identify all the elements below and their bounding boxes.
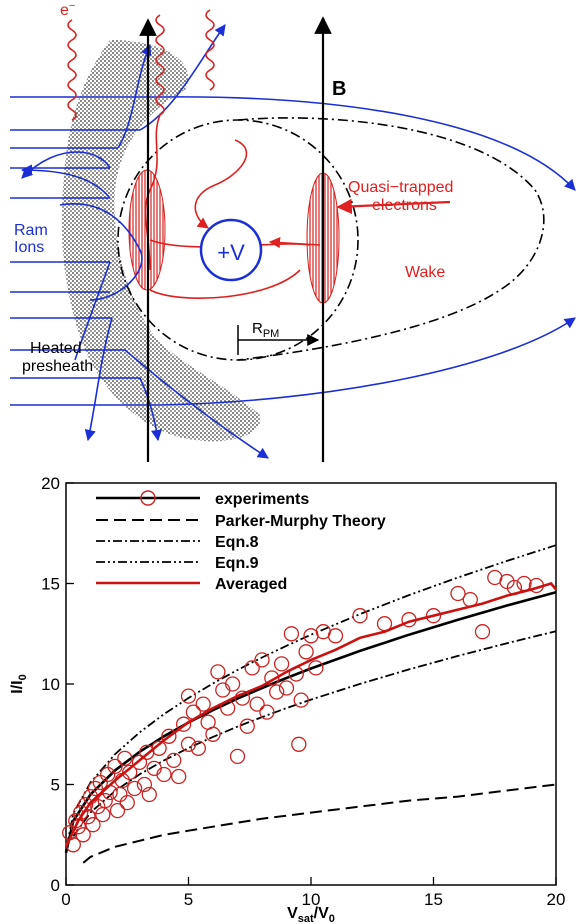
experiment-point [244,660,260,676]
experiment-point [264,670,280,686]
experiment-point [180,688,197,704]
experiment-point [190,740,206,756]
experiment-point [161,728,177,744]
heated-label-2: presheath [22,358,93,375]
y-axis-label: I/I0 [9,674,29,693]
experiment-point [119,794,135,811]
x-axis-label: Vsat/V0 [287,905,335,924]
heated-label-1: Heated [30,340,82,357]
experiment-point [205,726,221,742]
experiment-point [73,804,89,821]
series-experiments-markers [62,569,545,853]
ion-flow-lines [10,24,576,459]
experiment-point [327,628,344,644]
experiment-point [229,748,246,765]
rpm-label: RPM [252,320,279,340]
experiment-point [166,752,182,769]
experiment-point [107,758,123,775]
presheath-region [61,40,261,442]
experiment-point [298,644,314,660]
experiment-point [75,827,91,843]
y-tick-label: 0 [51,876,60,895]
axis-ticks: 0 5 10 15 20 0 5 10 15 20 [41,474,565,909]
experiment-point [425,608,442,624]
experiment-point [273,656,290,672]
field-label: B [332,78,346,100]
probe-label: +V [217,240,245,265]
experiment-point [109,802,126,819]
experiment-point [171,768,187,785]
experiment-point [210,664,226,680]
experiment-point [352,608,368,624]
series-averaged [64,582,558,848]
experiment-point [283,626,300,642]
plot-area [65,482,557,886]
experiment-point [278,680,295,696]
experiment-point [450,585,466,602]
experiment-point [136,776,153,793]
series-parker-murphy [82,783,557,864]
experiment-point [131,754,148,771]
experiment-point [151,740,167,756]
experiment-point [122,764,138,781]
series-eqn8 [72,630,557,837]
legend-averaged: Averaged [215,576,287,593]
experiment-point [291,736,307,752]
experiment-point [180,736,197,752]
quasi-trapped-label-2: electrons [372,197,437,214]
experiment-point [175,716,192,732]
experiment-point [293,692,309,708]
experiment-point [156,766,172,783]
x-tick-label: 10 [302,890,321,909]
legend-parker-murphy: Parker-Murphy Theory [215,513,386,530]
experiment-point [249,696,265,712]
experiment-point [195,696,211,712]
legend-eqn9: Eqn.9 [215,555,259,572]
experiment-point [97,792,113,809]
ram-label-1: Ram [14,222,48,239]
experiment-point [269,684,285,700]
experiment-point [259,704,275,720]
x-tick-label: 5 [184,890,193,909]
experiment-point [117,750,133,767]
rpm-marker [237,325,320,355]
quasi-trapped-label-1: Quasi−trapped [348,179,453,196]
current-voltage-chart: 0 5 10 15 20 0 5 10 15 20 experiments Parker-Murp… [9,474,565,924]
experiment-point [141,786,157,803]
plasma-wake-diagram: +V e− B Quasi−trapped electrons Ram Ions… [10,0,576,462]
y-tick-label: 5 [51,776,60,795]
wake-label: Wake [405,264,445,281]
y-tick-label: 10 [41,675,60,694]
ram-label-2: Ions [14,239,44,256]
experiment-point [224,676,241,692]
x-tick-label: 20 [547,890,566,909]
experiment-point [87,780,104,797]
series-eqn9 [65,544,557,851]
experiment-point [126,780,143,797]
magnetic-field-lines [139,16,332,462]
series-experiments-fit [64,590,557,854]
probe [199,218,263,282]
x-tick-label: 15 [424,890,443,909]
y-tick-label: 20 [41,474,60,493]
experiment-point [308,660,324,676]
electron-label: e− [60,0,75,19]
experiment-point [239,718,255,734]
experiment-point [474,624,491,640]
wake-boundary [237,117,545,361]
legend-experiments: experiments [215,491,309,508]
x-tick-label: 0 [61,890,70,909]
legend-eqn8: Eqn.8 [215,534,259,551]
experiment-point [254,652,270,668]
legend: experiments Parker-Murphy Theory Eqn.8 E… [96,490,386,593]
y-tick-label: 15 [41,575,60,594]
experiment-point [85,817,101,833]
